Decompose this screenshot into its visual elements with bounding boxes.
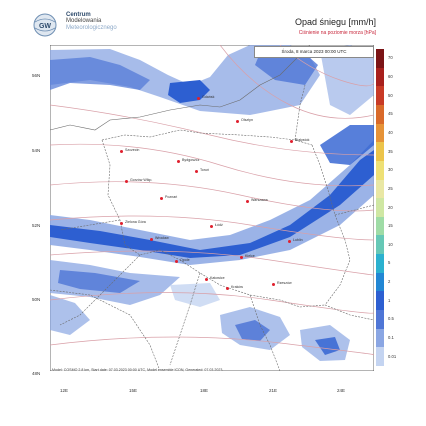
city-marker: [205, 278, 208, 281]
city-marker: [125, 180, 128, 183]
legend-swatch: [376, 86, 384, 106]
institution-name: Centrum Modelowania Meteorologicznego: [66, 12, 117, 31]
lon-label: 15E: [129, 388, 138, 393]
city-name: Toruń: [200, 168, 209, 172]
legend-swatch: [376, 198, 384, 218]
legend-swatch: [376, 328, 384, 348]
city-name: Kielce: [245, 254, 255, 258]
legend-swatch: [376, 123, 384, 143]
lat-label: 56N: [32, 73, 41, 78]
lon-label: 12E: [60, 388, 69, 393]
lon-label: 21E: [269, 388, 278, 393]
country-borders: [50, 84, 374, 371]
legend-label: 35: [388, 148, 393, 154]
lat-label: 50N: [32, 297, 41, 302]
legend-label: 0.1: [388, 335, 394, 341]
isobars: [50, 45, 374, 356]
legend-swatch: [376, 235, 384, 255]
city-marker: [210, 225, 213, 228]
city-name: Szczecin: [125, 148, 140, 152]
city-name: Olsztyn: [241, 118, 253, 122]
lon-label: 18E: [200, 388, 209, 393]
legend-label: 1: [388, 297, 391, 303]
city-marker: [195, 170, 198, 173]
legend-label: 2: [388, 279, 391, 285]
legend-swatch: [376, 67, 384, 87]
city-marker: [175, 260, 178, 263]
legend-label: 40: [388, 129, 393, 135]
legend-label: 15: [388, 223, 393, 229]
city-name: Lublin: [293, 238, 303, 242]
city-marker: [160, 197, 163, 200]
lat-label: 52N: [32, 223, 41, 228]
city-name: Kraków: [231, 285, 243, 289]
city-marker: [236, 120, 239, 123]
svg-text:GW: GW: [39, 23, 51, 30]
legend-swatch: [376, 310, 384, 330]
snow-precipitation-layer: [50, 45, 374, 361]
city-marker: [290, 140, 293, 143]
imgw-logo: GW: [33, 13, 57, 37]
legend-swatch: [376, 49, 384, 69]
city-name: Wrocław: [155, 236, 169, 240]
legend-swatch: [376, 104, 384, 125]
legend-label: 60: [388, 73, 393, 79]
city-marker: [272, 283, 275, 286]
valid-datetime-box: Środa, 8 marca 2023 00:00 UTC: [254, 46, 374, 58]
city-name: Gorzów Wlkp.: [130, 178, 153, 182]
model-credit: Model: COSMO 2.8 km, Start date: 07.03.2…: [52, 368, 223, 372]
legend-label: 70: [388, 55, 393, 61]
map-subtitle: Ciśnienie na poziomie morza [hPa]: [298, 30, 376, 36]
lat-label: 48N: [32, 371, 41, 376]
city-marker: [246, 200, 249, 203]
legend-swatch: [376, 254, 384, 274]
legend-label: 10: [388, 241, 393, 247]
city-name: Białystok: [295, 138, 310, 142]
city-marker: [288, 240, 291, 243]
legend-label: 0.5: [388, 316, 394, 322]
city-marker: [177, 160, 180, 163]
lon-label: 24E: [337, 388, 346, 393]
legend-label: 25: [388, 185, 393, 191]
map-title: Opad śniegu [mm/h]: [294, 17, 376, 27]
city-name: Gdańsk: [202, 95, 215, 99]
city-name: Opole: [180, 258, 190, 262]
legend-swatch: [376, 291, 384, 311]
city-marker: [150, 238, 153, 241]
legend-swatch: [376, 160, 384, 181]
color-scale-legend: [376, 49, 384, 367]
city-marker: [226, 287, 229, 290]
legend-label: 50: [388, 92, 393, 98]
legend-label: 0.01: [388, 353, 397, 359]
legend-swatch: [376, 216, 384, 236]
city-marker: [197, 97, 200, 100]
legend-swatch: [376, 142, 384, 162]
city-marker: [120, 222, 123, 225]
city-name: Warszawa: [251, 198, 268, 202]
lat-label: 54N: [32, 148, 41, 153]
legend-swatch: [376, 347, 384, 367]
city-name: Łódź: [215, 223, 223, 227]
legend-swatch: [376, 179, 384, 199]
city-name: Poznań: [165, 195, 178, 199]
legend-label: 5: [388, 260, 391, 266]
coastline: [50, 45, 311, 131]
city-marker: [240, 256, 243, 259]
snowfall-map: [50, 45, 374, 371]
legend-swatch: [376, 272, 384, 292]
city-name: Zielona Góra: [125, 220, 146, 224]
city-name: Bydgoszcz: [182, 158, 200, 162]
legend-label: 30: [388, 167, 393, 173]
city-name: Rzeszów: [277, 281, 292, 285]
legend-label: 45: [388, 111, 393, 117]
legend-label: 20: [388, 204, 393, 210]
city-name: Katowice: [210, 276, 225, 280]
city-marker: [120, 150, 123, 153]
